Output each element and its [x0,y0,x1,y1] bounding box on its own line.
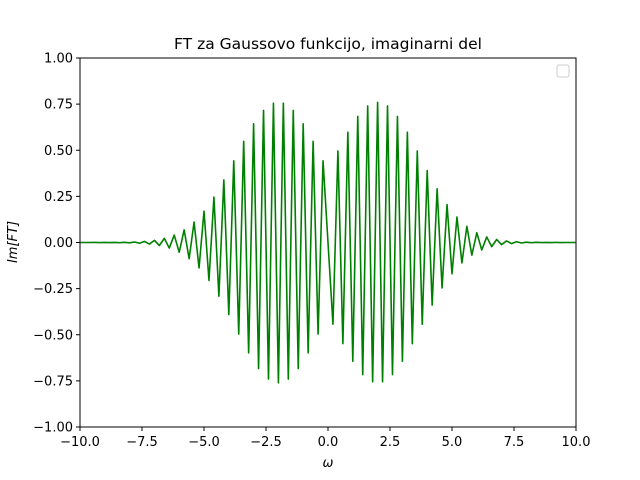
y-tick-label: 0.50 [44,144,73,159]
y-tick-label: −0.75 [33,374,73,389]
x-tick-label: 0.0 [318,435,339,450]
plot-area [79,57,577,428]
y-tick-label: 0.25 [44,190,73,205]
x-tick-label: 5.0 [442,435,463,450]
legend-box [556,64,570,78]
y-tick-label: −0.25 [33,282,73,297]
y-tick-label: −1.00 [33,421,73,436]
x-tick-label: 2.5 [380,435,401,450]
x-tick-label: −5.0 [188,435,220,450]
y-tick-label: 0.00 [44,236,73,251]
x-axis: −10.0 −7.5 −5.0 −2.5 0.0 2.5 5.0 7.5 10.0 [60,427,590,450]
series-line-im-ft [79,101,577,384]
x-tick-label: 7.5 [504,435,525,450]
y-axis-label: Im[FT] [6,221,21,263]
y-tick-label: 1.00 [44,52,73,67]
chart-title: FT za Gaussovo funkcijo, imaginarni del [174,35,482,53]
x-tick-label: −2.5 [250,435,282,450]
y-axis: −1.00 −0.75 −0.50 −0.25 0.00 0.25 0.50 0.75 1.00 [33,52,80,436]
x-axis-label: ω [323,456,334,471]
x-tick-label: −7.5 [126,435,158,450]
y-tick-label: 0.75 [44,98,73,113]
x-tick-label: 10.0 [562,435,591,450]
x-tick-label: −10.0 [60,435,100,450]
y-tick-label: −0.50 [33,328,73,343]
